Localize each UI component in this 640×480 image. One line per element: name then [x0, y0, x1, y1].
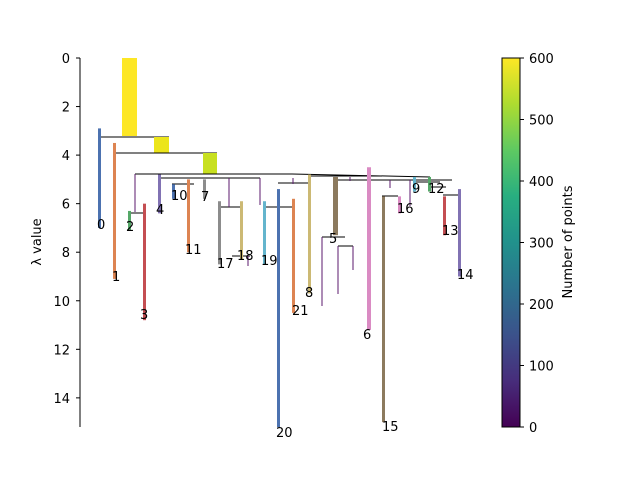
- colorbar-label: Number of points: [561, 185, 576, 298]
- colorbar-tick-label-0: 0: [529, 421, 537, 436]
- cluster-bar-18: [240, 201, 243, 260]
- branch-stem: [203, 153, 217, 174]
- cluster-bar-11: [187, 179, 190, 253]
- cluster-label-3: 3: [140, 308, 148, 323]
- branch-stem: [154, 137, 169, 153]
- cluster-label-14: 14: [457, 268, 474, 283]
- cluster-label-12: 12: [428, 182, 445, 197]
- y-axis: 0 2 4 6 8 10 12 14: [53, 52, 81, 427]
- cluster-label-13: 13: [442, 224, 459, 239]
- y-tick-label-0: 0: [62, 52, 70, 67]
- y-tick-label-7: 14: [53, 392, 70, 407]
- cluster-label-5: 5: [329, 232, 337, 247]
- cluster-bar-20: [277, 189, 280, 427]
- cluster-bar-1: [113, 142, 116, 279]
- colorbar: 0 100 200 300 400 500 600: [501, 52, 554, 436]
- cluster-label-16: 16: [397, 202, 414, 217]
- cluster-bar-0: [98, 128, 101, 228]
- cluster-bar-9: [413, 176, 416, 192]
- y-tick-label-3: 6: [62, 198, 70, 213]
- cluster-label-21: 21: [292, 304, 309, 319]
- cluster-label-18: 18: [237, 249, 254, 264]
- cluster-label-19: 19: [261, 254, 278, 269]
- cluster-label-11: 11: [185, 243, 202, 258]
- cluster-label-2: 2: [126, 220, 134, 235]
- cluster-bar-12: [428, 176, 431, 192]
- y-axis-label: λ value: [30, 218, 45, 265]
- cluster-label-0: 0: [97, 218, 105, 233]
- cluster-label-1: 1: [112, 270, 120, 285]
- cluster-bar-15: [382, 196, 385, 423]
- cluster-label-4: 4: [156, 203, 164, 218]
- y-tick-label-4: 8: [62, 246, 70, 261]
- y-tick-label-5: 10: [53, 295, 70, 310]
- colorbar-tick-label-6: 600: [529, 52, 554, 67]
- cluster-bar-5: [333, 176, 338, 236]
- cluster-bar-17: [218, 201, 221, 265]
- y-tick-label-6: 12: [53, 343, 70, 358]
- cluster-bar-2: [128, 210, 131, 231]
- cluster-bar-14: [458, 189, 461, 277]
- cluster-bar-3: [143, 203, 146, 321]
- colorbar-tick-label-5: 500: [529, 114, 554, 129]
- cluster-label-8: 8: [305, 286, 313, 301]
- cluster-bar-13: [443, 196, 446, 236]
- root-stem: [122, 58, 137, 136]
- cluster-bar-10: [172, 184, 175, 199]
- cluster-bar-4: [158, 174, 161, 214]
- cluster-bar-8: [308, 174, 311, 294]
- colorbar-tick-label-1: 100: [529, 360, 554, 375]
- cluster-label-7: 7: [201, 190, 209, 205]
- cluster-label-10: 10: [171, 189, 188, 204]
- colorbar-tick-label-2: 200: [529, 298, 554, 313]
- colorbar-tick-label-3: 300: [529, 237, 554, 252]
- cluster-label-17: 17: [217, 257, 234, 272]
- cluster-label-6: 6: [363, 328, 371, 343]
- cluster-label-15: 15: [382, 420, 399, 435]
- cluster-bar-7: [203, 179, 206, 199]
- cluster-bar-19: [263, 201, 266, 265]
- colorbar-gradient: [501, 57, 521, 428]
- cluster-bar-21: [292, 198, 295, 313]
- cluster-label-20: 20: [276, 426, 293, 441]
- y-tick-label-2: 4: [62, 149, 70, 164]
- colorbar-tick-label-4: 400: [529, 175, 554, 190]
- cluster-label-9: 9: [412, 182, 420, 197]
- cluster-bar-6: [367, 167, 371, 330]
- tree-structure: [98, 58, 458, 306]
- y-tick-label-1: 2: [62, 101, 70, 116]
- cluster-bar-16: [398, 196, 401, 214]
